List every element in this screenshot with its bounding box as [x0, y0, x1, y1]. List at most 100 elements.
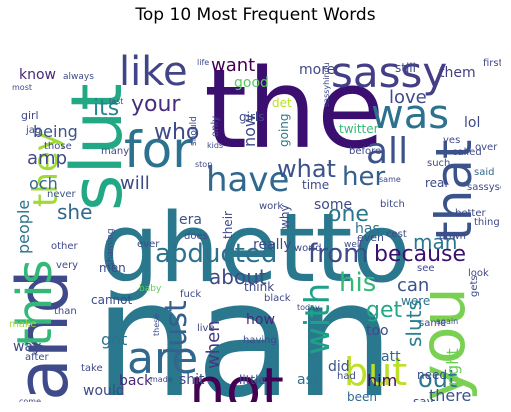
word-better: better: [455, 208, 486, 219]
word-with: with: [298, 283, 338, 355]
word-make: make: [9, 319, 36, 330]
word-ghetto: ghetto: [99, 194, 411, 304]
word-they: they: [26, 131, 66, 207]
word-but: but: [344, 350, 407, 394]
word-today: today: [297, 303, 320, 312]
word-can: can: [397, 275, 429, 296]
word-kids: kids: [207, 141, 223, 150]
word-sassyhindu: sassyhindu: [322, 62, 331, 107]
word-era: era: [179, 212, 202, 228]
word-not: not: [189, 355, 284, 402]
word-work: work: [259, 201, 283, 212]
word-world: world: [294, 243, 322, 254]
word-got: got: [101, 330, 127, 349]
word-same: same: [419, 318, 446, 329]
word-people: people: [14, 200, 33, 254]
word-slut: slut: [56, 83, 138, 211]
word-live: live: [197, 323, 215, 334]
word-even: even: [357, 231, 384, 244]
word-having: having: [243, 335, 277, 346]
word-cest: cest: [386, 229, 407, 240]
word-abducted: abducted: [155, 239, 277, 269]
word-said: said: [474, 167, 494, 178]
word-last: last: [109, 97, 123, 106]
word-been: been: [347, 390, 377, 402]
word-shaming: shaming: [106, 228, 116, 267]
word-what: what: [277, 155, 336, 183]
word-thing: thing: [474, 217, 500, 228]
word-its: its: [93, 96, 119, 121]
word-time: time: [302, 178, 329, 192]
word-there: there: [429, 386, 471, 402]
word-had: had: [337, 371, 356, 382]
word-see: see: [417, 263, 435, 274]
word-back: back: [119, 373, 153, 389]
word-has: has: [355, 221, 380, 237]
word-about: about: [209, 265, 267, 289]
word-shit: shit: [179, 372, 205, 388]
word-like: like: [119, 49, 188, 95]
word-this: this: [9, 259, 63, 347]
word-get: get: [366, 298, 403, 323]
word-their: their: [221, 211, 235, 239]
word-when: when: [203, 320, 224, 369]
word-first: first: [483, 58, 501, 69]
word-was: was: [371, 92, 449, 138]
word-sassysoul: sassysoul: [467, 182, 501, 193]
word-need: need: [417, 368, 447, 382]
word-him: him: [367, 371, 397, 390]
word-should: should: [189, 116, 199, 146]
word-say: say: [413, 395, 434, 402]
word-his: his: [339, 268, 376, 298]
word-good: good: [234, 75, 269, 91]
word-still: still: [395, 61, 416, 75]
word-bitch: bitch: [380, 199, 405, 210]
word-ever: ever: [137, 239, 160, 250]
figure-title: Top 10 Most Frequent Words: [135, 5, 376, 25]
word-det: det: [272, 96, 292, 110]
word-being: being: [33, 122, 78, 141]
word-again: again: [436, 317, 458, 326]
word-come: come: [19, 397, 41, 402]
word-sassy: sassy: [331, 48, 447, 97]
word-called: called: [452, 147, 482, 158]
word-gets: gets: [469, 275, 480, 297]
word-you: you: [406, 287, 479, 401]
word-och: och: [29, 174, 58, 193]
word-know: know: [19, 67, 56, 83]
word-who: who: [154, 120, 199, 145]
word-them: them: [439, 65, 476, 81]
word-ass: ass: [297, 372, 320, 388]
word-fuck: fuck: [180, 289, 201, 300]
word-will: will: [120, 173, 150, 194]
word-way: way: [13, 339, 41, 355]
word-want: want: [211, 55, 255, 76]
word-such: such: [427, 158, 450, 169]
word-jag: jag: [25, 125, 41, 136]
word-cloud: nan the ghetto and slut you not for that this are s…: [9, 29, 501, 402]
word-before: before: [349, 146, 381, 157]
word-only: only: [210, 116, 221, 137]
word-girls: girls: [239, 110, 264, 124]
word-your: your: [131, 92, 181, 117]
word-man: man: [413, 230, 457, 254]
word-would: would: [83, 383, 125, 399]
word-other: other: [51, 241, 79, 252]
word-love: love: [389, 87, 427, 108]
word-too: too: [366, 323, 389, 339]
word-why: why: [278, 204, 292, 229]
word-down: down: [439, 231, 466, 242]
word-did: did: [328, 359, 350, 375]
word-lol: lol: [464, 115, 480, 131]
word-that: that: [425, 139, 483, 241]
word-all: all: [366, 131, 408, 172]
word-these: these: [152, 314, 161, 336]
word-because: because: [374, 242, 466, 267]
word-very: very: [56, 260, 78, 271]
word-stop: stop: [195, 160, 212, 169]
word-out: out: [418, 365, 457, 393]
word-never: never: [47, 189, 77, 200]
word-are: are: [127, 333, 198, 384]
word-cannot: cannot: [91, 293, 133, 307]
word-she: she: [57, 200, 92, 224]
